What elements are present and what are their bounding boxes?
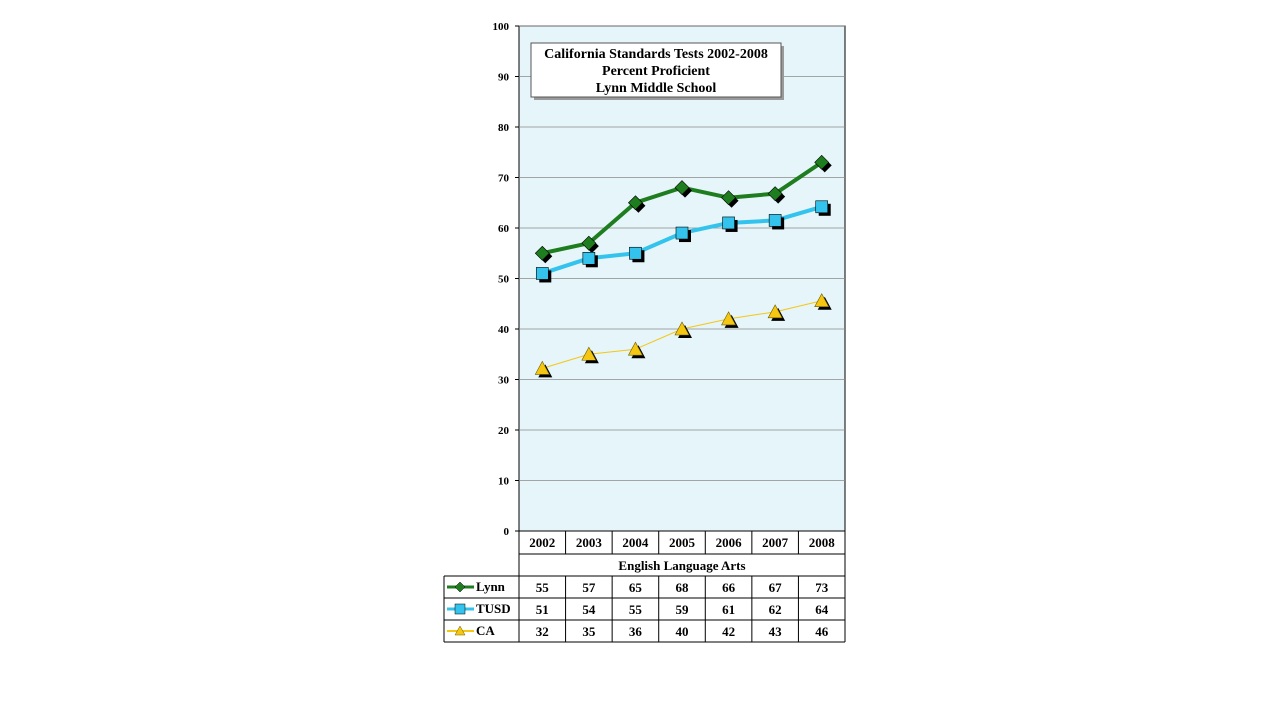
data-label: 65 [629, 580, 643, 595]
data-point-tusd [722, 216, 735, 230]
x-tick-label: 2002 [529, 535, 555, 550]
x-tick-label: 2006 [716, 535, 743, 550]
legend-marker [454, 581, 466, 593]
legend-label-tusd: TUSD [476, 601, 511, 616]
data-point-tusd [815, 200, 829, 214]
data-table: 2002 2003 2004 2005 2006 2007 2008 English Lan… [443, 531, 846, 643]
data-label: 55 [629, 602, 643, 617]
y-tick-label: 80 [498, 122, 510, 134]
data-point-ca [627, 341, 643, 356]
legend-label-ca: CA [476, 623, 495, 638]
data-label: 68 [676, 580, 690, 595]
data-label: 35 [582, 624, 596, 639]
legend-marker [454, 603, 466, 615]
data-label: 51 [536, 602, 549, 617]
data-point-ca [534, 360, 550, 375]
data-table-year-row: 2002 2003 2004 2005 2006 2007 2008 [529, 535, 835, 550]
data-point-lynn [628, 195, 643, 211]
data-label: 64 [815, 602, 829, 617]
data-point-lynn [674, 180, 690, 196]
legend-label-lynn: Lynn [476, 579, 506, 594]
chart-title-line-1: California Standards Tests 2002-2008 [544, 47, 768, 62]
data-point-ca [674, 321, 690, 336]
data-label: 67 [769, 580, 783, 595]
y-tick-label: 20 [498, 425, 510, 437]
data-point-tusd [582, 252, 596, 265]
x-axis-label: English Language Arts [618, 558, 745, 573]
x-tick-label: 2003 [576, 535, 603, 550]
chart-title-line-2: Percent Proficient [602, 64, 710, 79]
y-tick-label: 70 [498, 173, 510, 185]
data-label: 55 [536, 580, 550, 595]
y-tick-label: 30 [498, 375, 510, 387]
data-point-ca [767, 304, 783, 319]
data-label: 59 [676, 602, 690, 617]
data-point-tusd [768, 214, 782, 227]
data-label: 54 [582, 602, 596, 617]
y-tick-label: 40 [498, 324, 510, 336]
x-tick-label: 2005 [669, 535, 696, 550]
data-label: 61 [722, 602, 735, 617]
data-label: 62 [769, 602, 782, 617]
x-tick-label: 2004 [622, 535, 649, 550]
data-point-tusd [535, 267, 549, 280]
y-tick-label: 60 [498, 223, 510, 235]
data-point-lynn [767, 186, 783, 202]
data-point-ca [814, 293, 830, 308]
data-label: 36 [629, 624, 643, 639]
data-label: 57 [582, 580, 596, 595]
legend-key-marker-lynn [454, 581, 466, 593]
data-point-tusd [629, 246, 642, 260]
y-tick-label: 10 [498, 476, 510, 488]
y-tick-label: 0 [504, 526, 510, 538]
y-axis-ticks: 0 10 20 30 40 50 60 70 80 90 100 [493, 21, 519, 538]
data-label: 73 [815, 580, 829, 595]
data-point-lynn [581, 235, 597, 251]
data-point-tusd [675, 226, 689, 240]
x-tick-label: 2007 [762, 535, 789, 550]
data-label: 43 [769, 624, 783, 639]
data-label: 40 [676, 624, 689, 639]
legend-key-marker-tusd [454, 603, 466, 615]
data-point-lynn [721, 190, 736, 206]
data-label: 66 [722, 580, 736, 595]
y-tick-label: 100 [493, 21, 510, 33]
data-point-lynn [534, 245, 550, 261]
y-tick-label: 50 [498, 274, 510, 286]
legend-key-marker-ca [454, 625, 466, 636]
title-box-border [530, 42, 782, 98]
data-label: 46 [815, 624, 829, 639]
data-point-lynn [814, 154, 830, 170]
chart-title-box: California Standards Tests 2002-2008 Per… [530, 42, 784, 100]
data-label: 32 [536, 624, 549, 639]
data-point-ca [581, 346, 597, 361]
chart-title-line-3: Lynn Middle School [596, 81, 717, 96]
data-point-ca [721, 311, 737, 326]
series-markers [534, 154, 832, 378]
legend-marker [454, 625, 466, 636]
y-tick-label: 90 [498, 72, 510, 84]
data-label: 42 [722, 624, 735, 639]
x-tick-label: 2008 [809, 535, 836, 550]
data-table-grid [443, 531, 846, 643]
data-table-series-rows: Lynn 55 57 65 68 66 67 73 TUSD 51 54 55 59 61 62 64 CA 32… [447, 579, 829, 639]
